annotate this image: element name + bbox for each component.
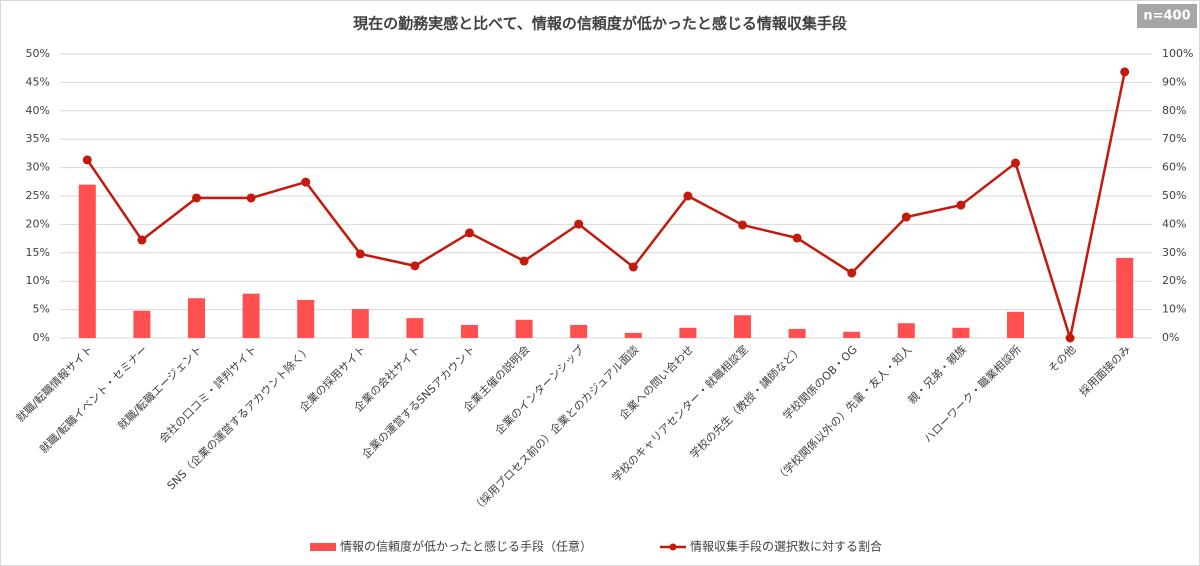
y2-tick-label: 90% [1162,75,1186,88]
y2-tick-label: 0% [1162,331,1179,344]
line-point [1011,158,1020,168]
y-tick-label: 20% [26,217,50,230]
y-tick-label: 30% [26,161,50,174]
line-point [847,268,857,278]
bar [297,299,315,338]
y-tick-label: 40% [26,104,50,117]
bar [679,327,697,338]
bar [188,298,205,338]
bar [843,331,861,338]
line-point [683,191,693,201]
line-point [738,220,747,230]
legend-swatch [310,543,336,551]
bar [351,309,369,338]
line-point [246,193,256,203]
bar [1116,257,1134,338]
line-point [901,212,911,222]
line-point [355,249,365,259]
y-tick-label: 10% [26,274,50,287]
line-point [410,261,420,271]
line-point [1120,67,1130,77]
bar [242,293,260,338]
y-tick-label: 50% [26,47,50,60]
bar [1007,311,1024,338]
y2-tick-label: 30% [1162,246,1186,259]
bar [897,323,915,338]
bar [78,184,96,338]
line-point [137,235,147,245]
legend-swatch [669,543,677,551]
line-point [192,193,201,203]
y2-tick-label: 10% [1162,303,1186,316]
bar [624,332,642,338]
y-tick-label: 0% [33,331,50,344]
line-point [301,177,311,187]
line-point [1065,333,1075,343]
bar [788,328,806,338]
line-point [628,262,638,272]
line-point [792,233,802,243]
line-point [519,256,529,266]
y2-tick-label: 20% [1162,274,1186,287]
bar [734,315,751,338]
bar [952,327,970,338]
sample-size: n=400 [1143,9,1190,24]
y-tick-label: 5% [33,303,50,316]
line-point [574,219,584,229]
y2-tick-label: 50% [1162,189,1186,202]
legend-label: 情報収集手段の選択数に対する割合 [690,539,882,554]
chart-title: 現在の勤務実感と比べて、情報の信頼度が低かったと感じる情報収集手段 [353,15,847,33]
line-point [82,155,92,165]
y-tick-label: 25% [26,189,50,202]
line [86,71,1126,339]
y-tick-label: 35% [26,132,50,145]
y-tick-label: 45% [26,75,50,88]
line-point [956,200,966,210]
y-tick-label: 15% [26,246,50,259]
legend-label: 情報の信頼度が低かったと感じる手段（任意） [340,539,592,554]
bar [133,310,151,338]
y2-tick-label: 40% [1162,217,1186,230]
line-point [465,228,474,238]
y2-tick-label: 80% [1162,104,1186,117]
y2-tick-label: 100% [1162,47,1193,60]
y2-tick-label: 60% [1162,161,1186,174]
bar [570,324,588,338]
bar [515,319,533,338]
bar [461,324,478,338]
bar [406,318,424,338]
badge [1137,4,1197,28]
y2-tick-label: 70% [1162,132,1186,145]
